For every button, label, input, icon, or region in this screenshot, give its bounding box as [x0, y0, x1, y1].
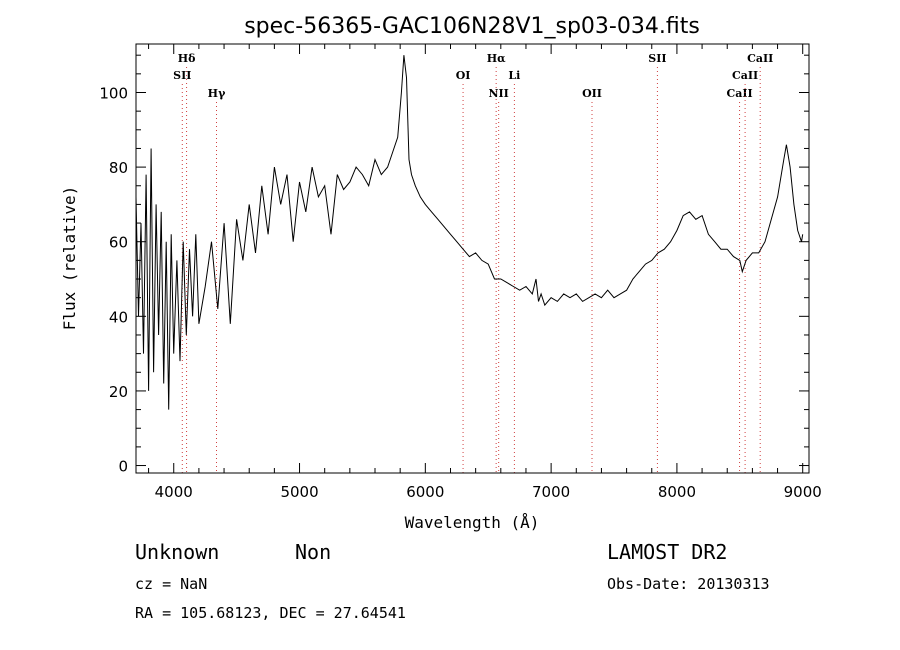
x-axis-label: Wavelength (Å) — [405, 513, 540, 532]
class-label: Unknown — [135, 540, 220, 564]
coordinates: RA = 105.68123, DEC = 27.64541 — [135, 604, 406, 622]
survey-label: LAMOST DR2 — [607, 540, 728, 564]
spectral-line-label: SII — [648, 52, 666, 65]
subclass-label: Non — [295, 540, 332, 564]
x-tick-label: 5000 — [280, 483, 318, 501]
spectral-line-label: OII — [582, 87, 602, 100]
spectral-line-label: NII — [488, 87, 508, 100]
y-tick-label: 0 — [118, 458, 128, 476]
x-tick-label: 8000 — [658, 483, 696, 501]
y-tick-label: 20 — [109, 383, 128, 401]
y-tick-label: 40 — [109, 308, 128, 326]
y-axis-label: Flux (relative) — [60, 186, 79, 331]
spectral-line-label: Li — [508, 69, 520, 82]
spectral-line-label: CaII — [726, 87, 752, 100]
cz-value: cz = NaN — [135, 575, 208, 593]
y-tick-label: 60 — [109, 234, 128, 252]
spectral-line-label: Hα — [487, 52, 506, 65]
chart-title: spec-56365-GAC106N28V1_sp03-034.fits — [244, 14, 700, 39]
x-tick-label: 4000 — [155, 483, 193, 501]
plot-frame — [135, 43, 810, 474]
spectrum-line — [135, 55, 804, 410]
plot-axes — [135, 43, 810, 474]
spectral-line-label: CaII — [747, 52, 773, 65]
x-tick-label: 7000 — [532, 483, 570, 501]
spectral-line-label: Hγ — [208, 87, 226, 100]
y-tick-label: 80 — [109, 159, 128, 177]
x-tick-label: 9000 — [784, 483, 822, 501]
spectral-line-label: CaII — [732, 69, 758, 82]
y-tick-label: 100 — [99, 84, 128, 102]
obs-date: Obs-Date: 20130313 — [607, 575, 770, 593]
spectral-line-label: OI — [456, 69, 471, 82]
x-tick-label: 6000 — [406, 483, 444, 501]
spectral-line-label: SII — [173, 69, 191, 82]
axis-ticks: 4000 5000 6000 7000 8000 9000 0 20 40 60 80 100 — [99, 44, 822, 501]
spectral-line-label: Hδ — [178, 52, 196, 65]
